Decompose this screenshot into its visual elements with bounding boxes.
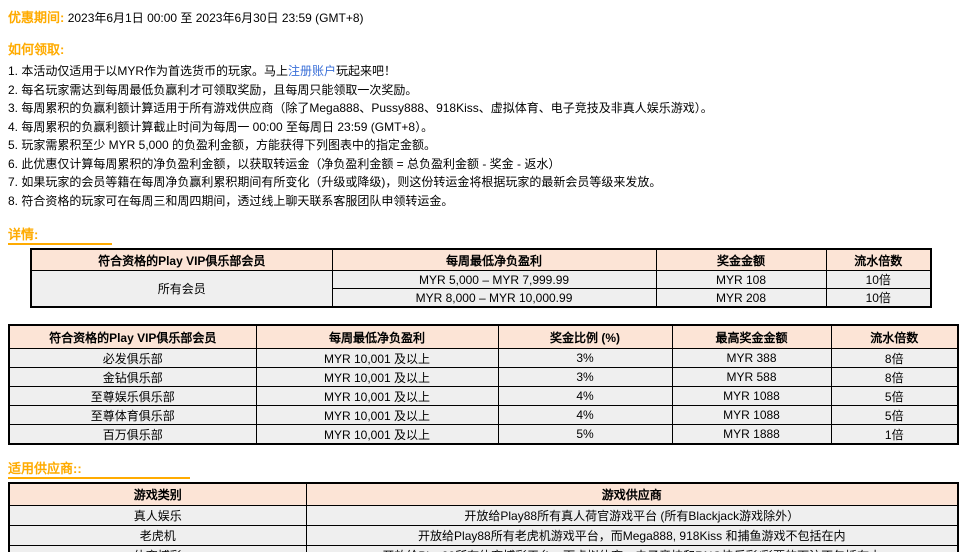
table-cell: 真人娱乐: [8, 505, 307, 526]
providers-heading: 适用供应商::: [8, 460, 190, 479]
table-row: 体育博彩 开放给Play88所有体育博彩平台，而虚拟体育、电子竞技和RNG快乐彩…: [8, 545, 959, 552]
details-heading: 详情:: [8, 226, 112, 245]
column-header: 符合资格的Play VIP俱乐部会员: [8, 324, 257, 349]
table-cell: 5%: [497, 424, 673, 445]
table-cell: 3%: [497, 348, 673, 368]
providers-table-header-row: 游戏类别 游戏供应商: [8, 482, 959, 506]
rules-list: 1. 本活动仅适用于以MYR作为首选货币的玩家。马上注册账户玩起来吧！ 2. 每…: [8, 62, 956, 210]
rule-item-6: 6. 此优惠仅计算每周累积的净负盈利金额，以获取转运金（净负盈利金额 = 总负盈…: [8, 156, 561, 171]
promo-period-line: 优惠期间: 2023年6月1日 00:00 至 2023年6月30日 23:59…: [8, 10, 956, 26]
rule-item-4: 4. 每周累积的负赢利额计算截止时间为每周一 00:00 至每周日 23:59 …: [8, 119, 434, 134]
table-cell: 老虎机: [8, 525, 307, 546]
table-cell: 必发俱乐部: [8, 348, 257, 368]
member-tier-cell: 所有会员: [30, 270, 333, 308]
table-cell: 至尊体育俱乐部: [8, 405, 257, 425]
table-cell: MYR 208: [655, 288, 827, 308]
rule-item-5: 5. 玩家需累积至少 MYR 5,000 的负盈利金额，方能获得下列图表中的指定…: [8, 138, 437, 152]
providers-table: 游戏类别 游戏供应商 真人娱乐 开放给Play88所有真人荷官游戏平台 (所有B…: [8, 482, 959, 552]
table-row: MYR 8,000 – MYR 10,000.99 MYR 208 10倍: [31, 288, 932, 308]
table-cell: MYR 8,000 – MYR 10,000.99: [331, 288, 657, 308]
table-row: 百万俱乐部 MYR 10,001 及以上 5% MYR 1888 1倍: [8, 424, 959, 445]
table-cell: 开放给Play88所有真人荷官游戏平台 (所有Blackjack游戏除外）: [305, 505, 959, 526]
vip-bonus-table: 符合资格的Play VIP俱乐部会员 每周最低净负盈利 奖金比例 (%) 最高奖…: [8, 324, 959, 445]
table-cell: MYR 10,001 及以上: [255, 405, 499, 425]
table-cell: 3%: [497, 367, 673, 387]
rule-1-prefix: 1. 本活动仅适用于以MYR作为首选货币的玩家。马上: [8, 64, 289, 78]
table-cell: 开放给Play88所有老虎机游戏平台，而Mega888, 918Kiss 和捕鱼…: [305, 525, 959, 546]
table-cell: 体育博彩: [8, 545, 307, 552]
table-cell: MYR 10,001 及以上: [255, 348, 499, 368]
table-cell: MYR 388: [671, 348, 832, 368]
table-cell: MYR 1088: [671, 405, 832, 425]
rule-item-8: 8. 符合资格的玩家可在每周三和周四期间，透过线上聊天联系客服团队申领转运金。: [8, 193, 454, 208]
table-cell: MYR 1888: [671, 424, 832, 445]
promo-period-label: 优惠期间:: [8, 10, 65, 25]
rule-item-3: 3. 每周累积的负赢利额计算适用于所有游戏供应商（除了Mega888、Pussy…: [8, 101, 713, 115]
column-header: 符合资格的Play VIP俱乐部会员: [30, 248, 333, 271]
rule-1-suffix: 玩起来吧！: [336, 64, 397, 78]
table-cell: MYR 108: [655, 270, 827, 289]
table-cell: 5倍: [830, 386, 959, 406]
table-cell: MYR 10,001 及以上: [255, 386, 499, 406]
vip-table-header-row: 符合资格的Play VIP俱乐部会员 每周最低净负盈利 奖金比例 (%) 最高奖…: [8, 324, 959, 349]
details-heading-block: 详情:: [8, 226, 956, 245]
rule-item-7: 7. 如果玩家的会员等籍在每周净负赢利累积期间有所变化（升级或降级)，则这份转运…: [8, 175, 662, 189]
table-cell: MYR 1088: [671, 386, 832, 406]
table-row: 必发俱乐部 MYR 10,001 及以上 3% MYR 388 8倍: [8, 348, 959, 368]
column-header: 奖金比例 (%): [497, 324, 673, 349]
table-cell: 10倍: [825, 288, 932, 308]
column-header: 每周最低净负盈利: [331, 248, 657, 271]
register-account-link[interactable]: 注册账户: [288, 64, 337, 78]
table-row: 老虎机 开放给Play88所有老虎机游戏平台，而Mega888, 918Kiss…: [8, 525, 959, 546]
column-header: 最高奖金金额: [671, 324, 832, 349]
table-cell: 10倍: [825, 270, 932, 289]
table-cell: 5倍: [830, 405, 959, 425]
column-header: 游戏类别: [8, 482, 307, 506]
table-cell: MYR 5,000 – MYR 7,999.99: [331, 270, 657, 289]
details-table: 符合资格的Play VIP俱乐部会员 每周最低净负盈利 奖金金额 流水倍数 所有…: [30, 248, 932, 308]
how-to-claim-heading-block: 如何领取:: [8, 41, 956, 59]
table-cell: 1倍: [830, 424, 959, 445]
promo-period-value: 2023年6月1日 00:00 至 2023年6月30日 23:59 (GMT+…: [67, 11, 364, 25]
table-cell: MYR 10,001 及以上: [255, 367, 499, 387]
table-row: 至尊体育俱乐部 MYR 10,001 及以上 4% MYR 1088 5倍: [8, 405, 959, 425]
table-cell: 至尊娱乐俱乐部: [8, 386, 257, 406]
table-cell: 8倍: [830, 348, 959, 368]
table-cell: 4%: [497, 386, 673, 406]
rule-item-1: 1. 本活动仅适用于以MYR作为首选货币的玩家。马上注册账户玩起来吧！: [8, 62, 956, 81]
table-row: 至尊娱乐俱乐部 MYR 10,001 及以上 4% MYR 1088 5倍: [8, 386, 959, 406]
table-cell: 百万俱乐部: [8, 424, 257, 445]
column-header: 奖金金额: [655, 248, 827, 271]
providers-heading-block: 适用供应商::: [8, 460, 956, 479]
column-header: 游戏供应商: [305, 482, 959, 506]
table-row: 真人娱乐 开放给Play88所有真人荷官游戏平台 (所有Blackjack游戏除…: [8, 505, 959, 526]
table-cell: MYR 588: [671, 367, 832, 387]
table-cell: 开放给Play88所有体育博彩平台，而虚拟体育、电子竞技和RNG快乐彩/彩票的下…: [305, 545, 959, 552]
table-cell: 4%: [497, 405, 673, 425]
table-cell: 8倍: [830, 367, 959, 387]
table-cell: 金钻俱乐部: [8, 367, 257, 387]
column-header: 流水倍数: [830, 324, 959, 349]
details-table-header-row: 符合资格的Play VIP俱乐部会员 每周最低净负盈利 奖金金额 流水倍数: [30, 248, 932, 271]
how-to-claim-heading: 如何领取:: [8, 42, 65, 57]
table-row: 金钻俱乐部 MYR 10,001 及以上 3% MYR 588 8倍: [8, 367, 959, 387]
rule-item-2: 2. 每名玩家需达到每周最低负赢利才可领取奖励，且每周只能领取一次奖励。: [8, 82, 418, 97]
column-header: 每周最低净负盈利: [255, 324, 499, 349]
table-row: 所有会员 MYR 5,000 – MYR 7,999.99 MYR 108 10…: [30, 270, 932, 308]
table-cell: MYR 10,001 及以上: [255, 424, 499, 445]
column-header: 流水倍数: [825, 248, 932, 271]
